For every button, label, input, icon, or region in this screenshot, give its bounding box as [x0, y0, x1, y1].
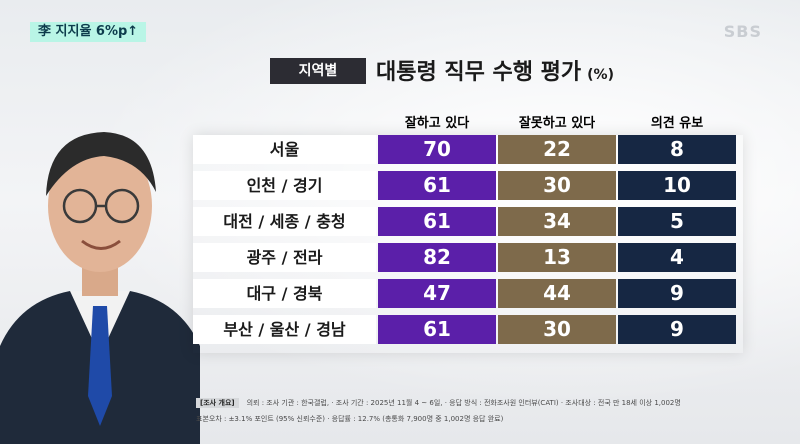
broadcaster-logo: SBS — [723, 22, 762, 41]
region-label: 부산 / 울산 / 경남 — [193, 315, 376, 344]
value-good: 61 — [378, 207, 496, 236]
region-label: 서울 — [193, 135, 376, 164]
portrait-image — [0, 132, 200, 444]
chart-title: 대통령 직무 수행 평가 (%) — [376, 54, 614, 86]
footnote-line-1: [조사 개요] 의뢰 : 조사 기관 : 한국갤럽, · 조사 기간 : 2025… — [196, 398, 681, 408]
region-label: 인천 / 경기 — [193, 171, 376, 200]
value-good: 70 — [378, 135, 496, 164]
footnote-tag: [조사 개요] — [196, 398, 239, 408]
value-bad: 22 — [498, 135, 616, 164]
column-header-bad: 잘못하고 있다 — [518, 116, 596, 131]
value-hold: 9 — [618, 279, 736, 308]
value-bad: 44 — [498, 279, 616, 308]
chart-title-text: 대통령 직무 수행 평가 — [376, 60, 582, 85]
column-header-hold: 의견 유보 — [650, 116, 704, 131]
value-good: 82 — [378, 243, 496, 272]
footnote-text-1: 의뢰 : 조사 기관 : 한국갤럽, · 조사 기간 : 2025년 11월 4… — [246, 399, 681, 407]
value-hold: 4 — [618, 243, 736, 272]
category-badge: 지역별 — [270, 58, 366, 84]
value-hold: 9 — [618, 315, 736, 344]
region-label: 광주 / 전라 — [193, 243, 376, 272]
value-good: 47 — [378, 279, 496, 308]
value-bad: 30 — [498, 171, 616, 200]
footnote-line-2: 표본오차 : ±3.1% 포인트 (95% 신뢰수준) · 응답률 : 12.7… — [196, 415, 504, 423]
value-good: 61 — [378, 315, 496, 344]
value-bad: 30 — [498, 315, 616, 344]
headline-badge: 李 지지율 6%p↑ — [30, 22, 147, 42]
region-label: 대구 / 경북 — [193, 279, 376, 308]
value-hold: 10 — [618, 171, 736, 200]
chart-unit: (%) — [587, 67, 614, 83]
region-label: 대전 / 세종 / 충청 — [193, 207, 376, 236]
value-hold: 8 — [618, 135, 736, 164]
value-good: 61 — [378, 171, 496, 200]
value-bad: 13 — [498, 243, 616, 272]
value-hold: 5 — [618, 207, 736, 236]
value-bad: 34 — [498, 207, 616, 236]
column-header-good: 잘하고 있다 — [404, 116, 470, 131]
